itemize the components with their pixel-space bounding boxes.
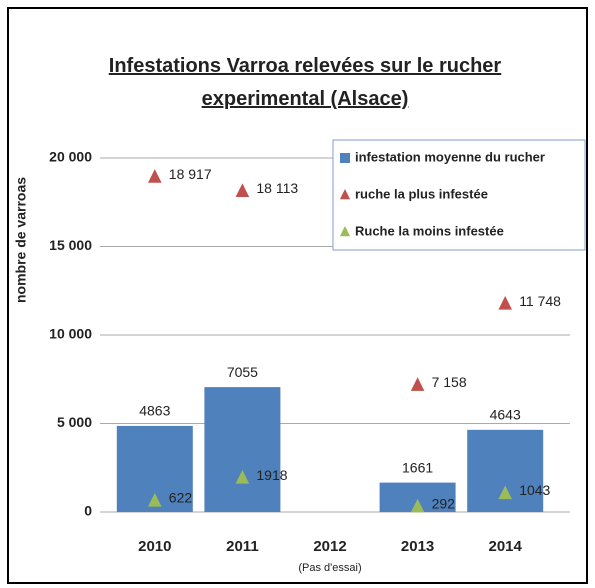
x-tick-label: 2011 (226, 538, 259, 555)
data-label: 622 (169, 490, 193, 506)
y-tick-label: 20 000 (49, 149, 92, 165)
legend-label: ruche la plus infestée (355, 186, 488, 201)
marker (410, 377, 425, 391)
frame (7, 7, 588, 584)
x-tick-label: 2010 (138, 538, 171, 555)
y-axis-label: nombre de varroas (13, 177, 29, 303)
data-label: 1043 (519, 482, 550, 498)
data-label: 7055 (227, 364, 258, 380)
marker (498, 296, 512, 310)
marker (235, 183, 250, 197)
y-tick-label: 0 (84, 503, 92, 519)
data-label: 7 158 (432, 374, 467, 390)
data-label: 18 113 (256, 180, 298, 196)
legend-label: infestation moyenne du rucher (355, 149, 545, 164)
data-label: 1918 (256, 467, 287, 483)
y-tick-label: 5 000 (57, 414, 92, 430)
marker (410, 498, 425, 513)
bar (204, 387, 281, 512)
legend-box (332, 139, 586, 251)
annotation: (Pas d'essai) (298, 562, 361, 574)
data-label: 4643 (490, 407, 521, 423)
legend-swatch (339, 189, 351, 200)
data-label: 18 917 (169, 166, 212, 182)
legend-swatch (340, 153, 350, 163)
marker (235, 470, 250, 484)
marker (498, 485, 512, 500)
data-label: 1661 (402, 459, 433, 475)
chart-title: Infestations Varroa relevées sur le ruch… (108, 55, 502, 110)
marker (148, 492, 162, 507)
y-tick-label: 15 000 (49, 237, 92, 253)
legend-swatch (339, 226, 351, 237)
y-tick-label: 10 000 (49, 326, 92, 342)
x-tick-label: 2012 (313, 538, 346, 555)
legend-label: Ruche la moins infestée (355, 223, 504, 238)
x-tick-label: 2014 (489, 538, 523, 555)
data-label: 4863 (139, 403, 170, 419)
data-label: 292 (432, 496, 456, 512)
x-tick-label: 2013 (401, 538, 434, 555)
data-label: 11 748 (519, 293, 561, 309)
bar (467, 429, 544, 512)
marker (148, 169, 162, 183)
